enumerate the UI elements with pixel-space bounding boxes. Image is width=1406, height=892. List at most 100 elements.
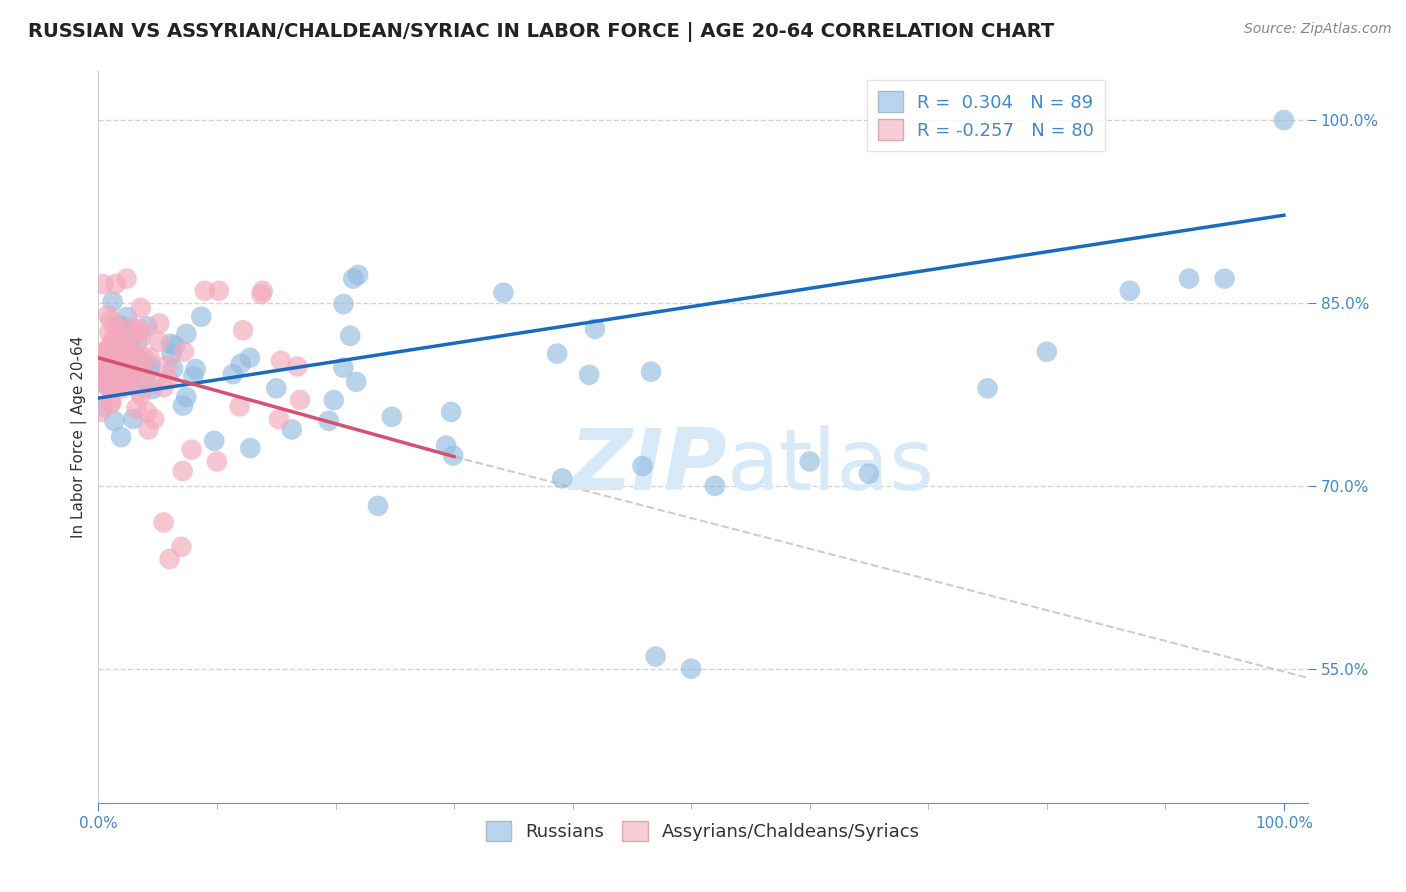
Point xyxy=(139,362,162,376)
Point xyxy=(1178,271,1201,285)
Point xyxy=(98,326,121,340)
Point xyxy=(108,375,131,389)
Point xyxy=(152,380,174,394)
Point xyxy=(136,319,159,334)
Point xyxy=(115,310,138,324)
Point xyxy=(93,366,115,380)
Point xyxy=(367,499,389,513)
Point xyxy=(129,388,152,402)
Point xyxy=(93,344,115,359)
Point xyxy=(89,369,111,384)
Point xyxy=(318,414,340,428)
Point xyxy=(492,285,515,300)
Point xyxy=(322,393,344,408)
Point xyxy=(799,454,821,468)
Point xyxy=(138,422,160,436)
Point xyxy=(112,372,135,386)
Point xyxy=(681,662,703,676)
Point xyxy=(148,334,170,349)
Point xyxy=(120,334,142,349)
Point xyxy=(631,458,654,473)
Point xyxy=(1272,113,1295,128)
Point xyxy=(239,441,262,455)
Point xyxy=(108,359,131,373)
Point xyxy=(976,381,998,395)
Point xyxy=(115,376,138,390)
Point xyxy=(578,368,600,382)
Point xyxy=(94,365,117,379)
Point xyxy=(97,356,120,370)
Point xyxy=(101,369,124,384)
Point xyxy=(127,336,149,351)
Point xyxy=(176,326,198,341)
Point xyxy=(100,396,122,410)
Point xyxy=(157,372,180,386)
Point xyxy=(239,351,262,365)
Point xyxy=(583,322,606,336)
Point xyxy=(120,345,142,359)
Point xyxy=(132,380,155,394)
Point xyxy=(98,353,121,368)
Point xyxy=(232,323,254,337)
Point xyxy=(101,333,124,347)
Point xyxy=(101,294,124,309)
Point xyxy=(342,271,364,285)
Point xyxy=(129,301,152,315)
Point xyxy=(339,328,361,343)
Point xyxy=(96,378,118,392)
Point xyxy=(112,351,135,365)
Point xyxy=(148,317,170,331)
Point xyxy=(122,350,145,364)
Point xyxy=(159,336,181,351)
Point xyxy=(134,358,156,372)
Point xyxy=(104,334,127,349)
Point xyxy=(132,351,155,365)
Point xyxy=(128,322,150,336)
Point xyxy=(181,369,204,384)
Point xyxy=(129,331,152,345)
Point xyxy=(703,479,725,493)
Point xyxy=(108,342,131,356)
Point xyxy=(114,321,136,335)
Point xyxy=(267,412,290,426)
Point xyxy=(100,395,122,409)
Point xyxy=(138,351,160,365)
Point xyxy=(90,351,112,366)
Point xyxy=(264,381,287,395)
Point xyxy=(858,467,880,481)
Point xyxy=(93,277,115,292)
Point xyxy=(100,313,122,327)
Point xyxy=(111,381,134,395)
Point xyxy=(205,454,228,468)
Point xyxy=(128,384,150,399)
Point xyxy=(156,358,179,372)
Point xyxy=(129,325,152,339)
Point xyxy=(91,400,114,414)
Legend: Russians, Assyrians/Chaldeans/Syriacs: Russians, Assyrians/Chaldeans/Syriacs xyxy=(478,814,928,848)
Point xyxy=(97,308,120,322)
Point xyxy=(173,344,195,359)
Point xyxy=(152,516,174,530)
Point xyxy=(440,405,463,419)
Point xyxy=(208,284,231,298)
Point xyxy=(118,368,141,383)
Point xyxy=(546,346,568,360)
Point xyxy=(103,368,125,383)
Point xyxy=(332,360,354,375)
Point xyxy=(125,352,148,367)
Point xyxy=(285,359,308,374)
Point xyxy=(270,353,292,368)
Point xyxy=(103,345,125,359)
Point xyxy=(141,376,163,391)
Point xyxy=(90,363,112,377)
Point xyxy=(105,357,128,371)
Point xyxy=(184,362,207,376)
Point xyxy=(180,442,202,457)
Point xyxy=(117,344,139,359)
Point xyxy=(332,297,354,311)
Point xyxy=(1119,284,1142,298)
Point xyxy=(115,347,138,361)
Point xyxy=(381,409,404,424)
Point xyxy=(229,357,252,371)
Point xyxy=(110,430,132,444)
